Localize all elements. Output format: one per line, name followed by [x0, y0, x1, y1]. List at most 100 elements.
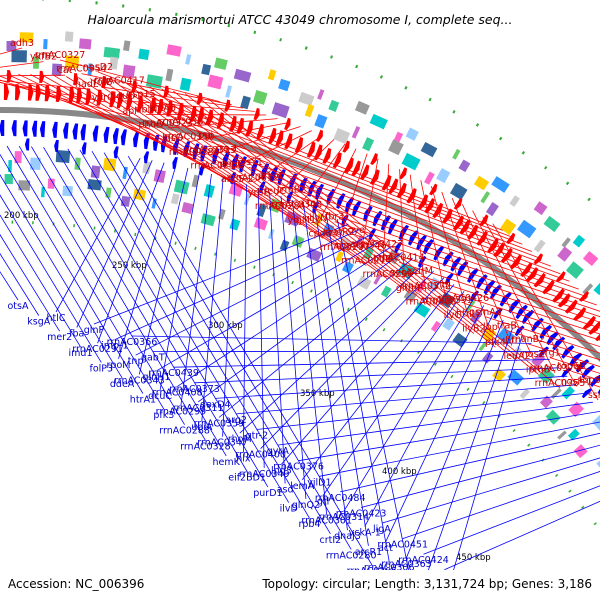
forward-gene-arrow [342, 140, 350, 153]
gene-label: ligA [373, 524, 391, 535]
gene-label: arg2 [225, 415, 247, 426]
feature-block [179, 77, 192, 92]
feature-block [185, 54, 192, 65]
feature-dot [304, 46, 308, 50]
feature-dot [279, 38, 283, 42]
feature-block [539, 395, 553, 409]
reverse-gene-arrow [493, 308, 503, 320]
label-connector [114, 229, 360, 340]
label-connector [319, 421, 600, 477]
feature-block [253, 217, 268, 231]
gene-label: rrnAC0291 [72, 344, 123, 355]
label-connector [444, 500, 600, 571]
gene-label: arcR1 [355, 547, 382, 558]
label-connector [571, 370, 600, 381]
gene-label: glnQ2 [292, 500, 320, 511]
feature-block [517, 219, 537, 239]
tick-labels: 200 kbp 250 kbp 300 kbp 350 kbp 400 kbp 450 k… [4, 211, 491, 563]
forward-gene-arrow [359, 164, 370, 181]
label-connector [463, 302, 600, 348]
forward-gene-arrow [406, 188, 417, 204]
gene-label: rrnAC0300 [406, 296, 457, 307]
feature-dot [482, 401, 486, 405]
label-connector [81, 73, 232, 106]
gene-label: pfk4 [485, 337, 506, 348]
gene-label: rrnAC0439 [148, 368, 199, 379]
label-connector [274, 139, 335, 197]
feature-block [500, 218, 517, 236]
reverse-gene-arrow [581, 364, 595, 379]
reverse-gene-arrow [289, 173, 298, 190]
label-connector [377, 248, 600, 323]
gene-label: rrnAC0312 [228, 172, 279, 183]
feature-block [191, 174, 200, 188]
feature-block [430, 320, 441, 332]
forward-gene-arrow [417, 194, 429, 210]
gene-label: rrnAC0400 [235, 450, 286, 461]
reverse-gene-arrow [133, 131, 140, 148]
label-connector [485, 316, 600, 354]
feature-block [122, 64, 136, 79]
gene-label: rrnAC0451 [377, 540, 428, 551]
gene-label: rrnAC0366 [107, 337, 158, 348]
forward-gene-arrow [493, 242, 505, 258]
feature-block [87, 179, 102, 191]
feature-dot [466, 387, 470, 392]
label-connector [482, 216, 577, 387]
label-connector [420, 180, 448, 305]
feature-block [449, 182, 468, 201]
gene-label: rrnAC0301 [301, 516, 352, 527]
feature-block [478, 341, 488, 352]
feature-block [582, 250, 599, 267]
feature-block [200, 213, 216, 227]
reverse-gene-arrow [143, 151, 150, 164]
gene-label: rrnAC0299 [156, 407, 207, 418]
label-connector [127, 155, 373, 566]
label-connector [222, 180, 236, 437]
feature-block [304, 104, 315, 118]
gene-label: rrnAC0363 [381, 559, 432, 570]
forward-gene-arrow [579, 291, 589, 302]
feature-dot [527, 443, 531, 447]
gene-label: ilvB2 [462, 324, 485, 335]
label-connector [447, 335, 523, 590]
feature-block [572, 234, 586, 248]
gene-label: hisD [162, 133, 183, 144]
gene-label: ssrA [588, 390, 600, 401]
label-connector [67, 148, 269, 488]
label-connector [124, 100, 255, 112]
forward-gene-arrow [429, 183, 438, 196]
label-connector [93, 223, 349, 325]
label-connector [183, 126, 542, 260]
reverse-gene-arrow [312, 201, 320, 214]
label-connector [506, 330, 600, 361]
gene-label: rrnAC0424 [398, 555, 449, 566]
feature-block [233, 68, 252, 83]
label-connector [138, 167, 189, 375]
forward-gene-arrow [506, 232, 516, 245]
label-connector [177, 246, 392, 387]
label-connector [173, 90, 496, 348]
gene-label: cpdB3 [308, 228, 338, 239]
forward-gene-arrow [381, 174, 392, 191]
label-connector [6, 145, 165, 410]
reverse-gene-arrow [112, 128, 119, 145]
label-connector [79, 149, 290, 503]
feature-block [165, 68, 174, 82]
gene-label: rrnAC0327 [35, 50, 86, 61]
feature-block [492, 367, 507, 382]
gene-label: ilvC [444, 310, 462, 321]
gene-label: top6B [557, 361, 585, 372]
feature-block [218, 208, 226, 220]
feature-block [473, 175, 490, 191]
gene-label: rrnAC0250 [190, 160, 241, 171]
feature-block [543, 215, 561, 233]
feature-block [510, 346, 522, 359]
gene-label: ksgA [27, 317, 50, 328]
gene-arrows [0, 70, 600, 399]
feature-dot [233, 258, 237, 263]
reverse-gene-arrow [81, 142, 87, 155]
feature-block [201, 63, 212, 76]
forward-gene-arrow [197, 107, 204, 124]
gene-label: rrnAC0333 [185, 145, 236, 156]
